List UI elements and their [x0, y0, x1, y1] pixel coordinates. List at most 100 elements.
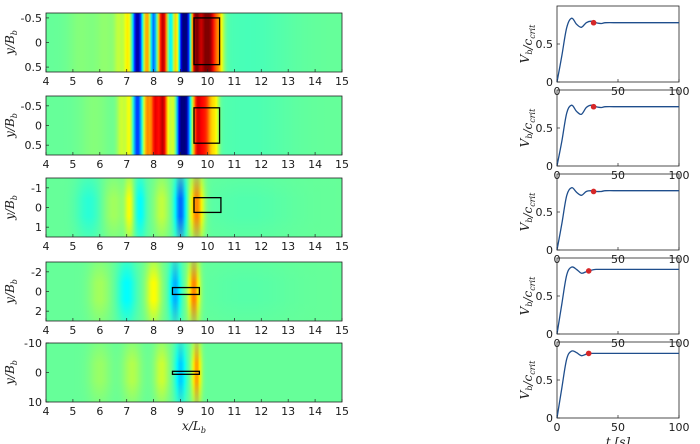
- x-tick-label: 4: [43, 158, 50, 171]
- x-tick-label: 15: [335, 405, 349, 418]
- x-tick-label: 8: [150, 158, 157, 171]
- x-tick-label: 6: [96, 324, 103, 337]
- x-tick-label: 5: [69, 405, 76, 418]
- x-tick-label: 9: [177, 324, 184, 337]
- x-tick-label: 50: [611, 337, 625, 350]
- x-axis-label: x/Lb: [182, 419, 206, 435]
- vessel-box: [171, 286, 201, 296]
- x-tick-label: 6: [96, 405, 103, 418]
- y-tick-label: 0: [35, 120, 42, 133]
- x-tick-label: 5: [69, 240, 76, 253]
- x-tick-label: 50: [611, 85, 625, 98]
- x-tick-label: 6: [96, 240, 103, 253]
- x-tick-label: 11: [227, 158, 241, 171]
- time-marker-point: [590, 19, 597, 26]
- x-tick-label: 50: [611, 253, 625, 266]
- x-tick-label: 8: [150, 324, 157, 337]
- time-marker-point: [590, 103, 597, 110]
- x-tick-label: 10: [200, 324, 214, 337]
- x-tick-label: 0: [554, 421, 561, 434]
- x-tick-label: 10: [200, 75, 214, 88]
- x-tick-label: 9: [177, 405, 184, 418]
- speed-series-line: [556, 266, 679, 335]
- time-marker-point: [585, 268, 592, 274]
- x-tick-label: 13: [281, 158, 295, 171]
- y-tick-label: 0.5: [25, 61, 43, 74]
- x-tick-label: 7: [123, 240, 130, 253]
- x-tick-label: 5: [69, 158, 76, 171]
- x-tick-label: 12: [254, 240, 268, 253]
- y-axis-label: y/Bb: [3, 195, 19, 221]
- heatmap-fade: [46, 262, 342, 321]
- y-tick-label: 0: [546, 244, 553, 257]
- x-tick-label: 14: [308, 324, 322, 337]
- x-tick-label: 14: [308, 75, 322, 88]
- y-axis-label: Vb/ccrit: [518, 24, 537, 63]
- line-frame: [556, 173, 680, 251]
- y-tick-label: 0: [546, 328, 553, 341]
- y-tick-label: 0.5: [536, 38, 554, 51]
- line-panel-5: 0 50 100 0 0.5Vb/ccrit t [s]: [518, 341, 690, 444]
- vessel-box: [193, 197, 222, 214]
- y-tick-label: 0: [35, 367, 42, 380]
- heatmap-panel-2: 4 5 6 7 8 9 10 11 12 13 14 15 -0.5 0 0.5 y/Bb: [3, 95, 349, 171]
- x-tick-label: 6: [96, 75, 103, 88]
- x-tick-label: 7: [123, 405, 130, 418]
- heatmap-panel-5: 4 5 6 7 8 9 10 11 12 13 14 15 -10 0 10 y/Bb x/Lb: [3, 337, 349, 435]
- x-tick-label: 11: [227, 240, 241, 253]
- heatmap-panels: 4 5 6 7 8 9 10 11 12 13 14 15 -0.5 0 0.5 y/Bb 4 5 6 7 8 9 10 11…: [3, 12, 349, 435]
- y-tick-label: 0.5: [536, 290, 554, 303]
- heatmap-panel-3: 4 5 6 7 8 9 10 11 12 13 14 15 -1 0 1 y/Bb: [3, 177, 349, 253]
- x-tick-label: 9: [177, 158, 184, 171]
- y-tick-label: 0: [546, 412, 553, 425]
- x-tick-label: 4: [43, 75, 50, 88]
- y-tick-label: -1: [31, 182, 42, 195]
- y-tick-label: 0: [35, 202, 42, 215]
- x-tick-label: 11: [227, 405, 241, 418]
- x-tick-label: 6: [96, 158, 103, 171]
- y-tick-label: 0: [546, 160, 553, 173]
- y-tick-label: 0.5: [25, 139, 43, 152]
- x-tick-label: 50: [611, 421, 625, 434]
- speed-series-line: [556, 104, 679, 167]
- y-tick-label: 0: [546, 76, 553, 89]
- x-tick-label: 13: [281, 75, 295, 88]
- x-tick-label: 10: [200, 158, 214, 171]
- x-tick-label: 12: [254, 324, 268, 337]
- heatmap-fade: [46, 343, 342, 402]
- y-tick-label: 0: [35, 286, 42, 299]
- x-tick-label: 9: [177, 240, 184, 253]
- x-tick-label: 13: [281, 240, 295, 253]
- x-tick-label: 8: [150, 405, 157, 418]
- x-tick-label: 7: [123, 75, 130, 88]
- x-tick-label: 13: [281, 405, 295, 418]
- y-tick-label: -0.5: [21, 100, 42, 113]
- x-tick-label: 8: [150, 75, 157, 88]
- x-tick-label: 14: [308, 240, 322, 253]
- y-axis-label: Vb/ccrit: [518, 360, 537, 399]
- vessel-box: [193, 17, 221, 66]
- x-tick-label: 10: [200, 405, 214, 418]
- y-tick-label: -0.5: [21, 12, 42, 25]
- y-axis-label: y/Bb: [3, 113, 19, 139]
- y-tick-label: 0.5: [536, 374, 554, 387]
- y-tick-label: -2: [31, 266, 42, 279]
- x-tick-label: 11: [227, 324, 241, 337]
- y-tick-label: 2: [35, 305, 42, 318]
- y-tick-label: 0.5: [536, 206, 554, 219]
- vessel-box: [171, 370, 201, 375]
- x-tick-label: 15: [335, 324, 349, 337]
- x-tick-label: 4: [43, 240, 50, 253]
- y-tick-label: 0.5: [536, 122, 554, 135]
- x-tick-label: 100: [669, 421, 690, 434]
- y-axis-label: Vb/ccrit: [518, 276, 537, 315]
- heatmap-panel-1: 4 5 6 7 8 9 10 11 12 13 14 15 -0.5 0 0.5 y/Bb: [3, 12, 349, 88]
- x-tick-label: 9: [177, 75, 184, 88]
- x-tick-label: 11: [227, 75, 241, 88]
- y-tick-label: 10: [28, 396, 42, 409]
